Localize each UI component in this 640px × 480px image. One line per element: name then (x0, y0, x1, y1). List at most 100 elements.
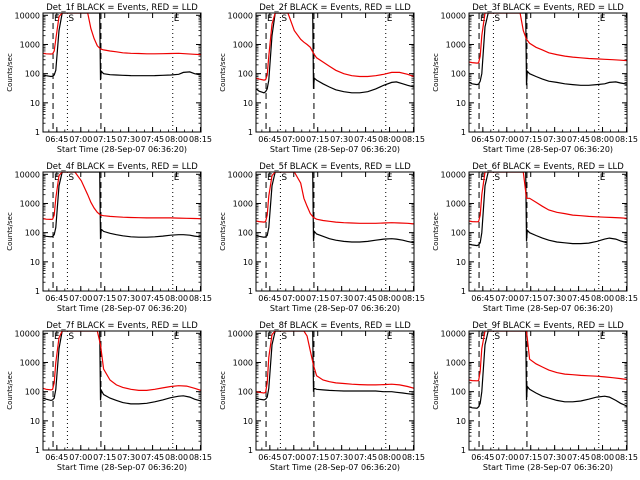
x-tick-label: 07:30 (330, 294, 353, 303)
y-tick-label: 1000 (20, 199, 40, 208)
y-tick-label: 10000 (15, 329, 40, 338)
x-tick-label: 08:00 (591, 294, 614, 303)
x-tick-label: 07:15 (306, 294, 329, 303)
x-tick-label: 07:15 (306, 453, 329, 462)
x-tick-label: 08:00 (591, 453, 614, 462)
y-tick-label: 1000 (446, 199, 466, 208)
y-tick-label: 1 (248, 287, 253, 296)
x-tick-label: 07:00 (69, 135, 92, 144)
x-tick-label: 08:15 (615, 135, 638, 144)
time-marker-label: E (174, 173, 180, 183)
x-tick-label: 06:45 (258, 294, 281, 303)
events-series-line (43, 172, 201, 240)
x-axis-label: Start Time (28-Sep-07 06:36:20) (483, 145, 613, 154)
y-tick-label: 10000 (228, 170, 253, 179)
panel-det-5: Det_5f BLACK = Events, RED = LLD Counts/s… (219, 162, 425, 313)
x-axis-label: Start Time (28-Sep-07 06:36:20) (483, 463, 613, 472)
y-axis-label: Counts/sec (219, 212, 227, 251)
panel-title: Det_7f BLACK = Events, RED = LLD (46, 321, 198, 331)
panel-title: Det_6f BLACK = Events, RED = LLD (472, 162, 624, 172)
x-tick-label: 07:45 (141, 135, 164, 144)
panel-det-1: Det_1f BLACK = Events, RED = LLD Counts/s… (6, 3, 212, 154)
panel-det-8: Det_8f BLACK = Events, RED = LLD Counts/s… (219, 321, 425, 472)
panel-det-6: Det_6f BLACK = Events, RED = LLD Counts/s… (432, 162, 638, 313)
x-tick-label: 08:00 (165, 294, 188, 303)
y-axis-label: Counts/sec (6, 53, 14, 92)
x-tick-label: 08:00 (165, 135, 188, 144)
y-tick-label: 10 (30, 417, 40, 426)
x-tick-label: 06:45 (471, 453, 494, 462)
time-marker-label: S (494, 14, 500, 24)
panel-title: Det_1f BLACK = Events, RED = LLD (46, 3, 198, 13)
x-tick-label: 08:15 (615, 294, 638, 303)
x-tick-label: 07:00 (69, 294, 92, 303)
plot-frame (255, 12, 415, 133)
x-tick-label: 06:45 (45, 294, 68, 303)
x-tick-label: 06:45 (45, 453, 68, 462)
y-tick-label: 1000 (446, 40, 466, 49)
x-tick-label: 08:00 (378, 294, 401, 303)
plot-frame (42, 12, 202, 133)
x-tick-label: 08:15 (615, 453, 638, 462)
x-tick-label: 07:00 (495, 294, 518, 303)
x-tick-label: 08:00 (378, 135, 401, 144)
x-tick-label: 07:15 (93, 453, 116, 462)
time-marker-label: E (267, 332, 273, 342)
y-tick-label: 1 (35, 287, 40, 296)
x-axis-label: Start Time (28-Sep-07 06:36:20) (57, 463, 187, 472)
y-axis-label: Counts/sec (432, 53, 440, 92)
events-series-line (469, 331, 627, 409)
panel-det-3: Det_3f BLACK = Events, RED = LLD Counts/s… (432, 3, 638, 154)
x-tick-label: 06:45 (471, 294, 494, 303)
x-tick-label: 07:45 (354, 135, 377, 144)
plot-frame (468, 330, 628, 451)
y-tick-label: 1000 (233, 358, 253, 367)
events-series-line (469, 13, 627, 86)
y-tick-label: 1 (35, 128, 40, 137)
plot-frame (468, 171, 628, 292)
x-tick-label: 07:30 (543, 294, 566, 303)
time-marker-label: E (267, 14, 273, 24)
y-tick-label: 1 (461, 446, 466, 455)
panel-title: Det_3f BLACK = Events, RED = LLD (472, 3, 624, 13)
x-tick-label: 07:45 (567, 453, 590, 462)
x-tick-label: 07:45 (141, 453, 164, 462)
plot-frame (42, 171, 202, 292)
x-axis-label: Start Time (28-Sep-07 06:36:20) (270, 145, 400, 154)
plot-frame (42, 330, 202, 451)
x-tick-label: 07:00 (282, 294, 305, 303)
x-tick-label: 07:15 (519, 135, 542, 144)
x-tick-label: 06:45 (45, 135, 68, 144)
time-marker-label: E (387, 173, 393, 183)
y-tick-label: 1 (248, 128, 253, 137)
time-marker-label: E (480, 173, 486, 183)
events-series-line (43, 331, 201, 405)
x-tick-label: 07:00 (495, 453, 518, 462)
x-tick-label: 08:15 (189, 294, 212, 303)
y-tick-label: 10 (456, 99, 466, 108)
y-tick-label: 1 (461, 287, 466, 296)
x-tick-label: 07:30 (117, 135, 140, 144)
time-marker-label: S (68, 173, 74, 183)
y-tick-label: 10 (243, 258, 253, 267)
events-series-line (469, 172, 627, 247)
y-tick-label: 10000 (228, 329, 253, 338)
y-tick-label: 1000 (446, 358, 466, 367)
x-tick-label: 08:15 (402, 294, 425, 303)
plot-frame (468, 12, 628, 133)
x-tick-label: 07:45 (567, 294, 590, 303)
time-marker-label: E (600, 332, 606, 342)
y-tick-label: 100 (451, 70, 466, 79)
y-tick-label: 1000 (233, 40, 253, 49)
x-axis-label: Start Time (28-Sep-07 06:36:20) (270, 463, 400, 472)
x-tick-label: 07:45 (354, 294, 377, 303)
panel-title: Det_2f BLACK = Events, RED = LLD (259, 3, 411, 13)
x-tick-label: 07:00 (69, 453, 92, 462)
time-marker-label: E (54, 173, 60, 183)
y-tick-label: 10000 (441, 329, 466, 338)
plot-frame (255, 330, 415, 451)
x-tick-label: 07:15 (93, 135, 116, 144)
events-series-line (256, 13, 414, 94)
x-tick-label: 07:15 (93, 294, 116, 303)
x-tick-label: 07:15 (306, 135, 329, 144)
